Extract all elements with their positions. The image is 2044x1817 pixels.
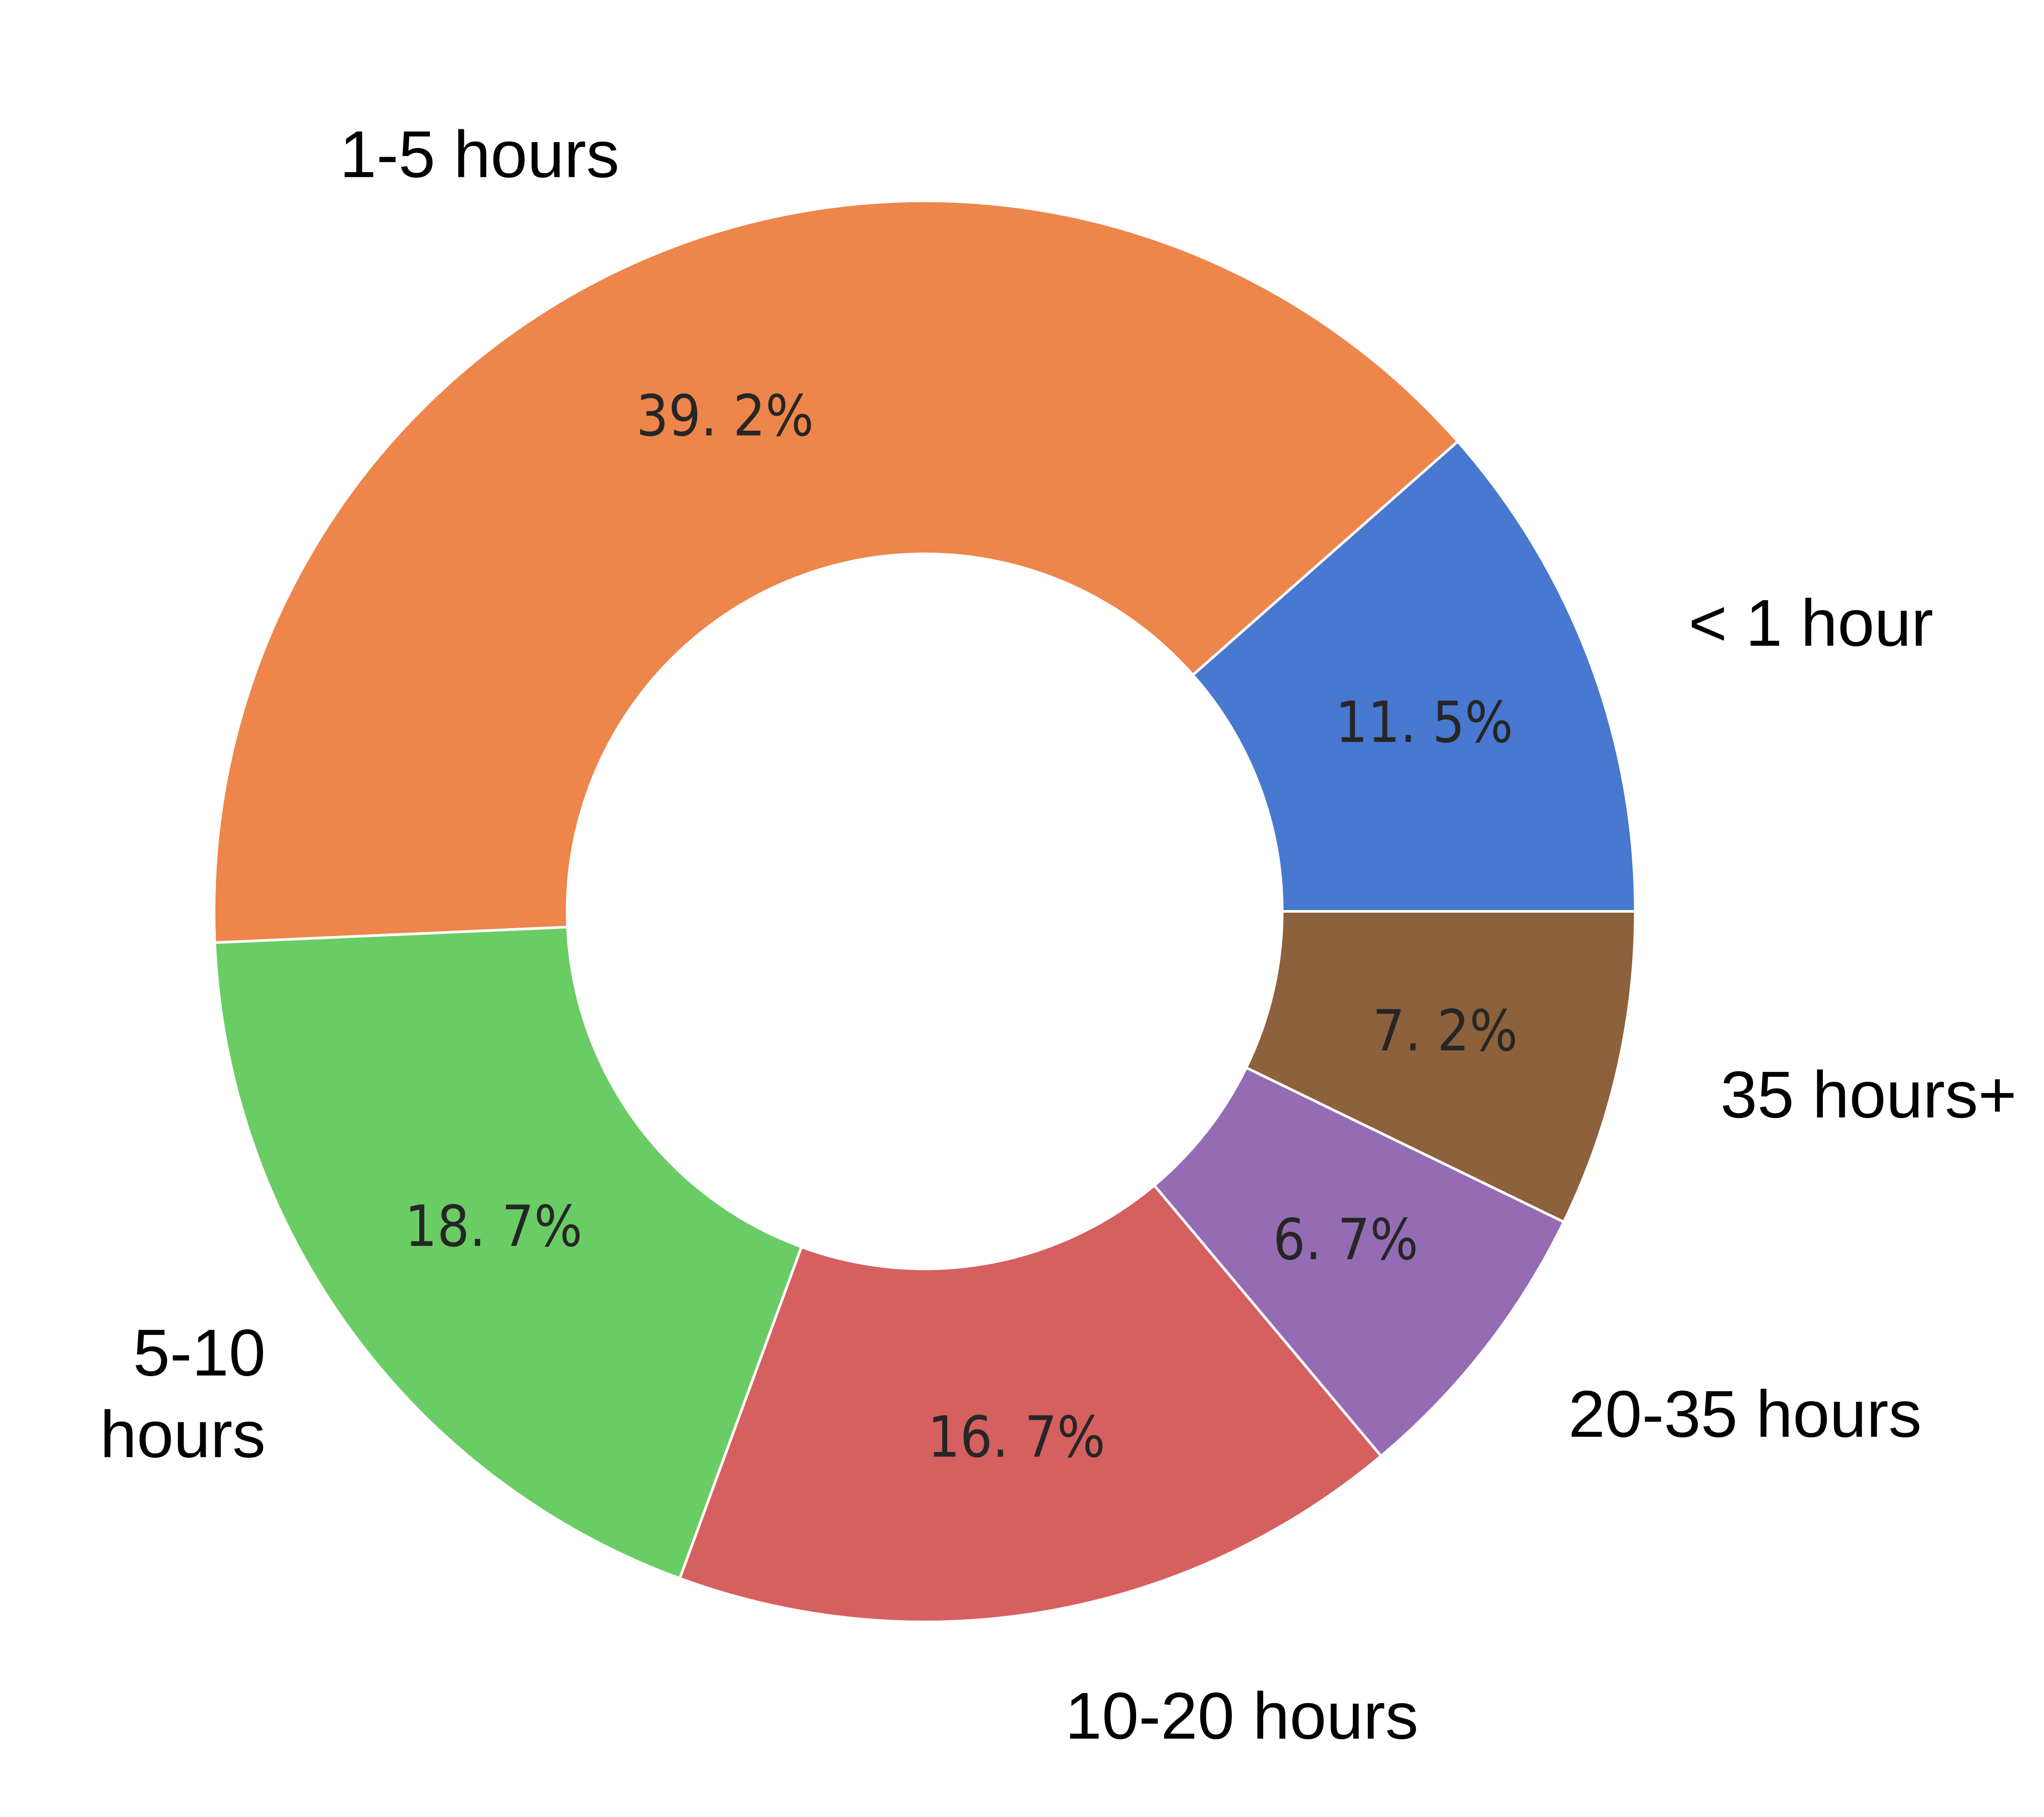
slice-1-hour — [1191, 440, 1637, 913]
percent-label-1-hour: 11. 5% — [1336, 690, 1513, 756]
percent-labels-layer: 11. 5% 39. 2% 18. 7% 16. 7% 6. 7% 7. 2% — [405, 383, 1518, 1470]
slice-label-10-20-hours: 10-20 hours — [1065, 1678, 1419, 1753]
slice-label-line: 10-20 hours — [1065, 1678, 1419, 1753]
percent-label-20-35-hours: 6. 7% — [1273, 1207, 1418, 1273]
slice-1-5-hours — [213, 199, 1459, 944]
slice-label-line: hours — [100, 1397, 266, 1471]
percent-label-5-10-hours: 18. 7% — [405, 1194, 582, 1260]
percent-label-1-5-hours: 39. 2% — [636, 383, 813, 449]
percent-label-10-20-hours: 16. 7% — [928, 1404, 1105, 1470]
slice-35-hours — [1245, 910, 1637, 1223]
slice-label-line: 1-5 hours — [339, 117, 619, 191]
slice-label-5-10-hours: 5-10 hours — [100, 1316, 266, 1471]
slice-labels-layer: < 1 hour 1-5 hours 5-10 hours 10-20 hours 20-… — [100, 117, 2017, 1753]
slice-label-line: < 1 hour — [1689, 586, 1934, 660]
percent-label-35-hours: 7. 2% — [1373, 998, 1518, 1064]
slice-label-1-5-hours: 1-5 hours — [339, 117, 619, 191]
slice-label-1-hour: < 1 hour — [1689, 586, 1934, 660]
slice-label-line: 35 hours+ — [1720, 1057, 2017, 1132]
slice-20-35-hours — [1153, 1066, 1566, 1458]
slice-5-10-hours — [213, 925, 803, 1580]
slice-label-35-hours: 35 hours+ — [1720, 1057, 2017, 1132]
slice-label-20-35-hours: 20-35 hours — [1568, 1377, 1922, 1451]
slice-label-line: 5-10 — [133, 1316, 266, 1390]
slices-layer — [213, 199, 1637, 1623]
slice-label-line: 20-35 hours — [1568, 1377, 1922, 1451]
slice-10-20-hours — [678, 1184, 1383, 1623]
